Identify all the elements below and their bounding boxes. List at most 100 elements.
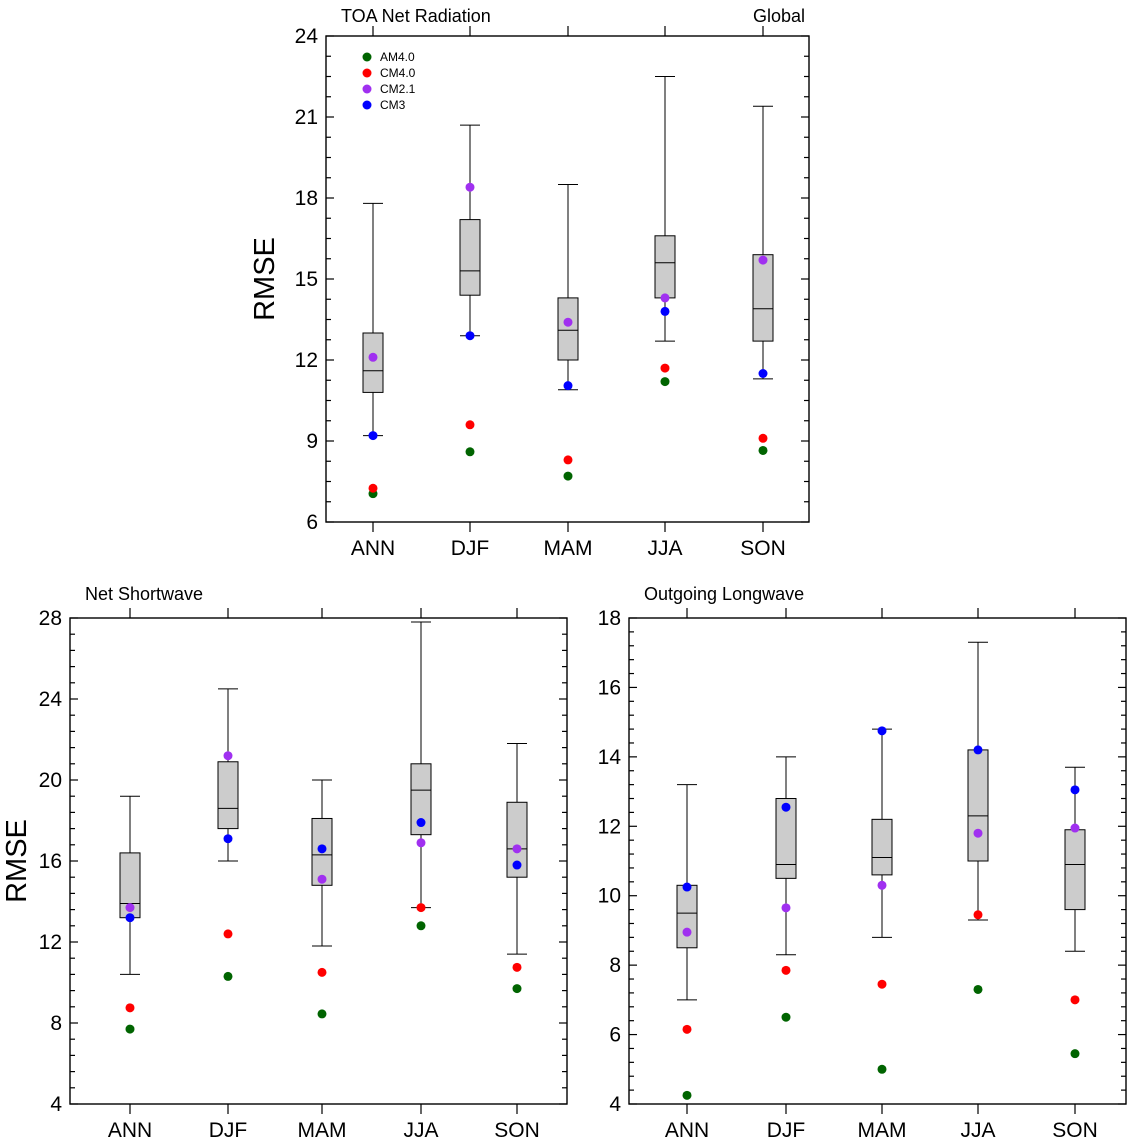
panel-subtitle: Global [753, 6, 805, 26]
box-jja [654, 76, 676, 342]
legend: AM4.0 CM4.0 CM2.1 CM3 [362, 50, 416, 112]
point-am40-mam [877, 1064, 887, 1074]
point-cm21-jja [973, 828, 983, 838]
point-cm40-djf [465, 420, 475, 430]
x-tick-label-mam: MAM [544, 537, 593, 560]
point-cm40-mam [877, 979, 887, 989]
point-cm21-son [758, 255, 768, 265]
point-cm21-son [512, 844, 522, 854]
point-cm21-son [1070, 823, 1080, 833]
point-cm40-jja [660, 363, 670, 373]
point-cm21-djf [465, 182, 475, 192]
x-tick-label-jja: JJA [403, 1119, 438, 1142]
point-cm3-jja [660, 306, 670, 316]
point-cm21-jja [660, 293, 670, 303]
box-mam [311, 779, 333, 947]
y-tick-label: 4 [50, 1093, 62, 1116]
point-cm40-son [512, 962, 522, 972]
point-am40-mam [563, 471, 573, 481]
y-tick-label: 16 [39, 850, 62, 873]
y-tick-label: 21 [295, 106, 318, 129]
point-cm3-son [758, 369, 768, 378]
point-am40-son [758, 445, 768, 455]
x-tick-label-son: SON [494, 1119, 540, 1142]
chart-panel-3: 4 6 8 10 12 14 16 18 ANN DJF MAM JJA SON Outgoing Lon… [598, 584, 1127, 1142]
point-am40-ann [682, 1090, 692, 1100]
iqr-box [410, 763, 432, 836]
point-cm3-son [512, 860, 522, 870]
point-cm21-mam [563, 317, 573, 327]
legend-label: CM2.1 [380, 82, 416, 96]
point-am40-son [512, 984, 522, 994]
y-tick-label: 4 [609, 1093, 621, 1116]
point-am40-djf [223, 971, 233, 981]
point-cm21-ann [368, 352, 378, 362]
point-cm21-djf [223, 751, 233, 761]
legend-marker [362, 84, 372, 94]
legend-label: CM4.0 [380, 66, 416, 80]
box-ann [676, 784, 698, 1001]
legend-marker [362, 52, 372, 62]
iqr-box [775, 798, 797, 879]
y-tick-label: 6 [609, 1024, 621, 1047]
x-tick-label-son: SON [1052, 1119, 1098, 1142]
point-cm3-ann [682, 882, 692, 892]
y-tick-label: 24 [295, 25, 319, 48]
y-tick-label: 18 [598, 607, 621, 630]
point-cm40-ann [125, 1003, 135, 1013]
point-am40-djf [781, 1012, 791, 1022]
point-am40-jja [660, 377, 670, 387]
plot-frame [628, 617, 1127, 1105]
box-ann [362, 202, 384, 437]
y-axis-label: RMSE [249, 237, 281, 321]
y-tick-label: 12 [295, 349, 318, 372]
x-tick-label-son: SON [740, 537, 786, 560]
point-cm3-mam [877, 726, 887, 736]
point-cm3-jja [416, 818, 426, 828]
y-axis-label: RMSE [1, 819, 33, 903]
y-tick-label: 18 [295, 187, 318, 210]
point-cm21-mam [877, 880, 887, 890]
iqr-box [1064, 829, 1086, 911]
point-cm40-jja [973, 910, 983, 920]
box-son [752, 105, 774, 380]
point-cm40-ann [368, 483, 378, 493]
panel-title: Outgoing Longwave [644, 584, 804, 604]
point-cm40-ann [682, 1024, 692, 1034]
iqr-box [871, 818, 893, 876]
point-cm3-djf [781, 802, 791, 812]
point-am40-ann [125, 1024, 135, 1034]
point-cm3-djf [223, 834, 233, 844]
point-cm3-mam [563, 381, 573, 391]
x-tick-label-djf: DJF [767, 1119, 806, 1142]
point-cm40-djf [223, 929, 233, 939]
point-cm3-djf [465, 331, 475, 341]
chart-panel-1: 6 9 12 15 18 21 24 ANN DJF MAM JJA SON TOA Net Radia… [249, 6, 810, 560]
legend-label: CM3 [380, 98, 406, 112]
iqr-box [459, 219, 481, 296]
point-cm21-ann [125, 903, 135, 913]
x-tick-label-djf: DJF [451, 537, 490, 560]
point-cm40-son [1070, 995, 1080, 1005]
iqr-box [362, 332, 384, 393]
point-cm21-ann [682, 927, 692, 937]
box-mam [871, 728, 893, 938]
point-cm40-mam [563, 455, 573, 465]
box-djf [459, 124, 481, 337]
point-cm3-mam [317, 844, 327, 854]
y-tick-label: 24 [39, 688, 63, 711]
y-tick-label: 8 [50, 1012, 62, 1035]
x-tick-label-jja: JJA [647, 537, 682, 560]
iqr-box [676, 884, 698, 949]
point-cm21-jja [416, 838, 426, 848]
y-tick-label: 12 [39, 931, 62, 954]
y-tick-label: 8 [609, 954, 621, 977]
iqr-box [557, 297, 579, 361]
point-cm40-son [758, 433, 768, 443]
iqr-box [752, 254, 774, 342]
chart-panel-2: 4 8 12 16 20 24 28 ANN DJF MAM JJA SON Net Shortwave… [1, 584, 568, 1142]
box-djf [217, 688, 239, 862]
y-tick-label: 9 [306, 430, 318, 453]
iqr-box [217, 761, 239, 830]
